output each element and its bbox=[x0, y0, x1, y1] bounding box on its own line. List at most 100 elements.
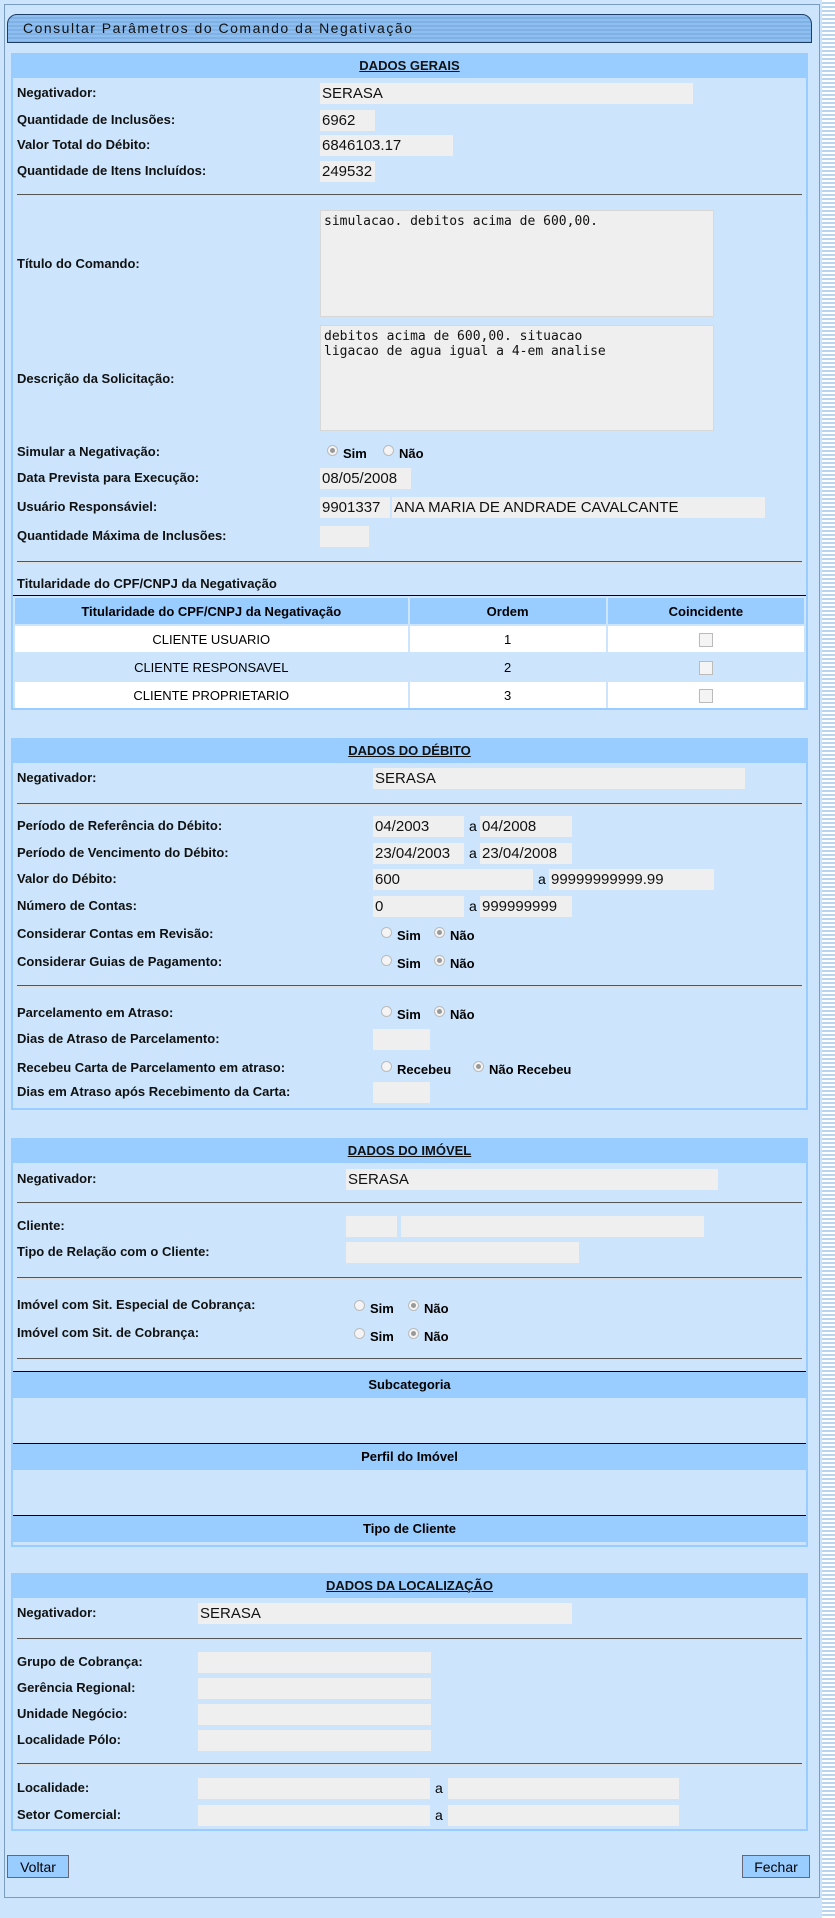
cliente-id-field[interactable] bbox=[346, 1216, 397, 1237]
periodo-venc-ini-field[interactable]: 23/04/2003 bbox=[373, 843, 464, 864]
valor-fim-field[interactable]: 99999999999.99 bbox=[549, 869, 714, 890]
parcelamento-nao-radio[interactable] bbox=[434, 1006, 445, 1017]
valor-ini-field[interactable]: 600 bbox=[373, 869, 533, 890]
coincidente-checkbox[interactable] bbox=[698, 632, 713, 647]
cell-coincidente bbox=[607, 626, 804, 652]
header-dados-localizacao-title: DADOS DA LOCALIZAÇÃO bbox=[325, 1578, 494, 1593]
header-dados-gerais-title: DADOS GERAIS bbox=[359, 58, 460, 73]
cliente-nome-field[interactable] bbox=[401, 1216, 704, 1237]
dias-apos-field[interactable] bbox=[373, 1082, 430, 1103]
grupo-field[interactable] bbox=[198, 1652, 431, 1673]
descricao-textarea[interactable]: debitos acima de 600,00. situacao ligaca… bbox=[320, 325, 714, 431]
negativador-field[interactable]: SERASA bbox=[346, 1169, 718, 1190]
section-dados-debito bbox=[11, 738, 808, 1110]
contas-revisao-nao-label: Não bbox=[450, 928, 475, 943]
tipo-cliente-header: Tipo de Cliente bbox=[13, 1515, 806, 1542]
simular-nao-radio[interactable] bbox=[383, 445, 394, 456]
valor-total-field[interactable]: 6846103.17 bbox=[320, 135, 453, 156]
column-header-titularidade: Titularidade do CPF/CNPJ da Negativação bbox=[15, 598, 408, 624]
coincidente-checkbox[interactable] bbox=[698, 660, 713, 675]
guias-nao-radio[interactable] bbox=[434, 955, 445, 966]
simular-sim-label: Sim bbox=[343, 446, 367, 461]
header-dados-localizacao: DADOS DA LOCALIZAÇÃO bbox=[11, 1573, 808, 1598]
qtd-max-field[interactable] bbox=[320, 526, 369, 547]
label-sit-especial: Imóvel com Sit. Especial de Cobrança: bbox=[17, 1297, 256, 1312]
scrollbar[interactable] bbox=[822, 0, 835, 1918]
label-valor-total: Valor Total do Débito: bbox=[17, 137, 151, 152]
parcelamento-nao-label: Não bbox=[450, 1007, 475, 1022]
range-separator: a bbox=[538, 871, 546, 887]
parcelamento-sim-radio[interactable] bbox=[381, 1006, 392, 1017]
label-localidade: Localidade: bbox=[17, 1780, 90, 1795]
label-data: Data Prevista para Execução: bbox=[17, 470, 200, 485]
sit-cobranca-nao-radio[interactable] bbox=[408, 1328, 419, 1339]
usuario-id-field[interactable]: 9901337 bbox=[320, 497, 390, 518]
label-qtd-inclusoes: Quantidade de Inclusões: bbox=[17, 112, 176, 127]
label-usuario: Usuário Responsáviel: bbox=[17, 499, 158, 514]
label-titularidade: Titularidade do CPF/CNPJ da Negativação bbox=[17, 576, 277, 591]
simular-sim-radio[interactable] bbox=[327, 445, 338, 456]
contas-revisao-nao-radio[interactable] bbox=[434, 927, 445, 938]
page-frame bbox=[4, 4, 820, 1898]
guias-sim-label: Sim bbox=[397, 956, 421, 971]
table-header-row: Titularidade do CPF/CNPJ da Negativação … bbox=[15, 598, 804, 624]
cell-titularidade: CLIENTE PROPRIETARIO bbox=[15, 682, 408, 708]
header-dados-imovel: DADOS DO IMÓVEL bbox=[11, 1138, 808, 1163]
header-dados-imovel-title: DADOS DO IMÓVEL bbox=[347, 1143, 472, 1158]
unidade-field[interactable] bbox=[198, 1704, 431, 1725]
cell-titularidade: CLIENTE USUARIO bbox=[15, 626, 408, 652]
guias-nao-label: Não bbox=[450, 956, 475, 971]
setor-ini-field[interactable] bbox=[198, 1805, 430, 1826]
sit-especial-sim-radio[interactable] bbox=[354, 1300, 365, 1311]
fechar-button[interactable]: Fechar bbox=[742, 1855, 810, 1878]
setor-fim-field[interactable] bbox=[448, 1805, 679, 1826]
negativador-field[interactable]: SERASA bbox=[373, 768, 745, 789]
tipo-relacao-field[interactable] bbox=[346, 1242, 579, 1263]
sit-especial-nao-label: Não bbox=[424, 1301, 449, 1316]
divider bbox=[17, 1358, 802, 1360]
qtd-itens-field[interactable]: 249532 bbox=[320, 161, 375, 182]
range-separator: a bbox=[469, 818, 477, 834]
contas-revisao-sim-radio[interactable] bbox=[381, 927, 392, 938]
label-tipo-relacao: Tipo de Relação com o Cliente: bbox=[17, 1244, 210, 1259]
cell-coincidente bbox=[607, 682, 804, 708]
page-title: Consultar Parâmetros do Comando da Negat… bbox=[23, 20, 414, 36]
coincidente-checkbox[interactable] bbox=[698, 688, 713, 703]
sit-cobranca-sim-radio[interactable] bbox=[354, 1328, 365, 1339]
label-negativador: Negativador: bbox=[17, 85, 97, 100]
label-periodo-venc: Período de Vencimento do Débito: bbox=[17, 845, 229, 860]
recebeu-radio[interactable] bbox=[381, 1061, 392, 1072]
voltar-button[interactable]: Voltar bbox=[7, 1855, 69, 1878]
nao-recebeu-radio[interactable] bbox=[473, 1061, 484, 1072]
titulo-textarea[interactable]: simulacao. debitos acima de 600,00. bbox=[320, 210, 714, 317]
negativador-field[interactable]: SERASA bbox=[320, 83, 693, 104]
label-num-contas: Número de Contas: bbox=[17, 898, 137, 913]
sit-especial-nao-radio[interactable] bbox=[408, 1300, 419, 1311]
label-unidade: Unidade Negócio: bbox=[17, 1706, 128, 1721]
cell-ordem: 3 bbox=[409, 682, 606, 708]
label-descricao: Descrição da Solicitação: bbox=[17, 371, 175, 386]
gerencia-field[interactable] bbox=[198, 1678, 431, 1699]
column-header-ordem: Ordem bbox=[409, 598, 606, 624]
label-dias-apos: Dias em Atraso após Recebimento da Carta… bbox=[17, 1084, 291, 1099]
periodo-venc-fim-field[interactable]: 23/04/2008 bbox=[480, 843, 572, 864]
label-recebeu: Recebeu Carta de Parcelamento em atraso: bbox=[17, 1060, 286, 1075]
usuario-nome-field[interactable]: ANA MARIA DE ANDRADE CAVALCANTE bbox=[392, 497, 765, 518]
negativador-field[interactable]: SERASA bbox=[198, 1603, 572, 1624]
label-negativador: Negativador: bbox=[17, 1171, 97, 1186]
table-row: CLIENTE PROPRIETARIO 3 bbox=[15, 682, 804, 708]
localidade-fim-field[interactable] bbox=[448, 1778, 679, 1799]
periodo-ref-ini-field[interactable]: 04/2003 bbox=[373, 816, 464, 837]
label-guias: Considerar Guias de Pagamento: bbox=[17, 954, 223, 969]
subcategoria-header: Subcategoria bbox=[13, 1371, 806, 1398]
label-setor: Setor Comercial: bbox=[17, 1807, 122, 1822]
dias-atraso-field[interactable] bbox=[373, 1029, 430, 1050]
num-contas-fim-field[interactable]: 999999999 bbox=[480, 896, 572, 917]
localidade-ini-field[interactable] bbox=[198, 1778, 430, 1799]
polo-field[interactable] bbox=[198, 1730, 431, 1751]
qtd-inclusoes-field[interactable]: 6962 bbox=[320, 110, 375, 131]
num-contas-ini-field[interactable]: 0 bbox=[373, 896, 464, 917]
periodo-ref-fim-field[interactable]: 04/2008 bbox=[480, 816, 572, 837]
data-field[interactable]: 08/05/2008 bbox=[320, 468, 411, 489]
guias-sim-radio[interactable] bbox=[381, 955, 392, 966]
